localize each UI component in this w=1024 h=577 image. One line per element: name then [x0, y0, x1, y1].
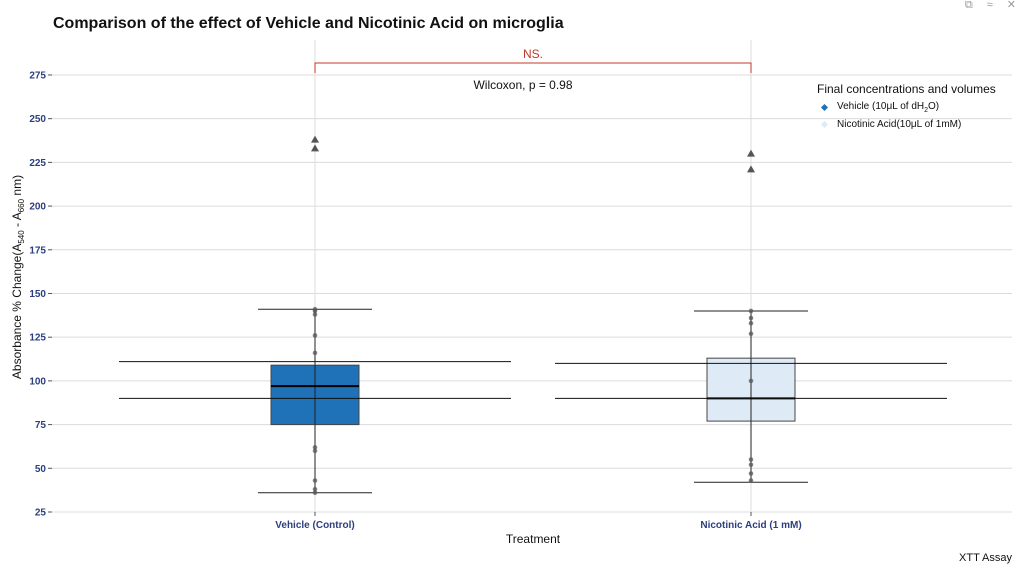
y-tick-label-50: 50	[35, 464, 47, 475]
legend-item-nicotinic: Nicotinic Acid(10μL of 1mM)	[820, 118, 996, 130]
data-point-0-0	[312, 490, 318, 496]
legend-label-vehicle-sub: 2	[924, 106, 929, 114]
legend-label-vehicle-post: O)	[928, 100, 940, 112]
significance-bracket	[314, 62, 752, 73]
y-tick-label-275: 275	[29, 70, 46, 81]
data-point-1-6	[748, 320, 754, 326]
collapse-icon[interactable]: ≈	[986, 0, 993, 11]
data-point-0-6	[312, 333, 318, 338]
y-tick-label-250: 250	[29, 114, 46, 125]
data-point-0-3	[312, 448, 318, 454]
y-tick-label-200: 200	[29, 202, 46, 213]
legend-label-vehicle-pre: Vehicle (10μL of dH	[837, 100, 925, 112]
legend: Final concentrations and volumes Vehicle…	[817, 82, 996, 130]
legend-label-nicotinic: Nicotinic Acid(10μL of 1mM)	[837, 118, 962, 130]
data-point-0-9	[312, 306, 318, 312]
restore-icon[interactable]: ⧉	[964, 0, 973, 11]
outlier-0-1	[311, 135, 319, 143]
data-point-1-4	[748, 378, 754, 384]
legend-label-vehicle: Vehicle (10μL of dH2O)	[837, 101, 939, 114]
data-point-1-5	[748, 331, 754, 336]
data-point-0-4	[312, 445, 318, 450]
outlier-1-1	[747, 149, 755, 157]
outlier-0-0	[311, 144, 319, 152]
data-point-1-2	[748, 462, 754, 468]
significance-label: NS.	[523, 47, 543, 61]
data-point-1-3	[748, 457, 754, 462]
data-point-0-2	[312, 478, 318, 483]
y-tick-label-125: 125	[29, 333, 46, 344]
outlier-1-0	[747, 165, 755, 173]
data-point-1-7	[748, 315, 754, 321]
window-controls: ⧉ ≈ ✕	[964, 0, 1016, 11]
x-tick-label-0: Vehicle (Control)	[275, 520, 354, 531]
data-point-1-0	[748, 478, 754, 483]
y-tick-label-150: 150	[29, 289, 46, 300]
y-tick-label-175: 175	[29, 245, 46, 256]
y-tick-label-225: 225	[29, 158, 46, 169]
chart-caption: XTT Assay	[959, 552, 1012, 564]
data-point-0-1	[312, 486, 318, 492]
test-result-label: Wilcoxon, p = 0.98	[473, 78, 572, 92]
data-point-0-5	[312, 350, 318, 356]
y-tick-label-100: 100	[29, 376, 46, 387]
data-point-1-8	[748, 308, 754, 314]
y-tick-label-25: 25	[35, 508, 47, 519]
y-tick-label-75: 75	[35, 420, 47, 431]
chart-title: Comparison of the effect of Vehicle and …	[53, 15, 564, 32]
x-axis-label: Treatment	[505, 532, 561, 546]
x-tick-label-1: Nicotinic Acid (1 mM)	[700, 520, 801, 531]
legend-title: Final concentrations and volumes	[817, 82, 996, 96]
close-icon[interactable]: ✕	[1006, 0, 1016, 11]
legend-item-vehicle: Vehicle (10μL of dH2O)	[820, 101, 996, 114]
data-point-0-7	[312, 312, 318, 317]
data-point-1-1	[748, 471, 754, 476]
